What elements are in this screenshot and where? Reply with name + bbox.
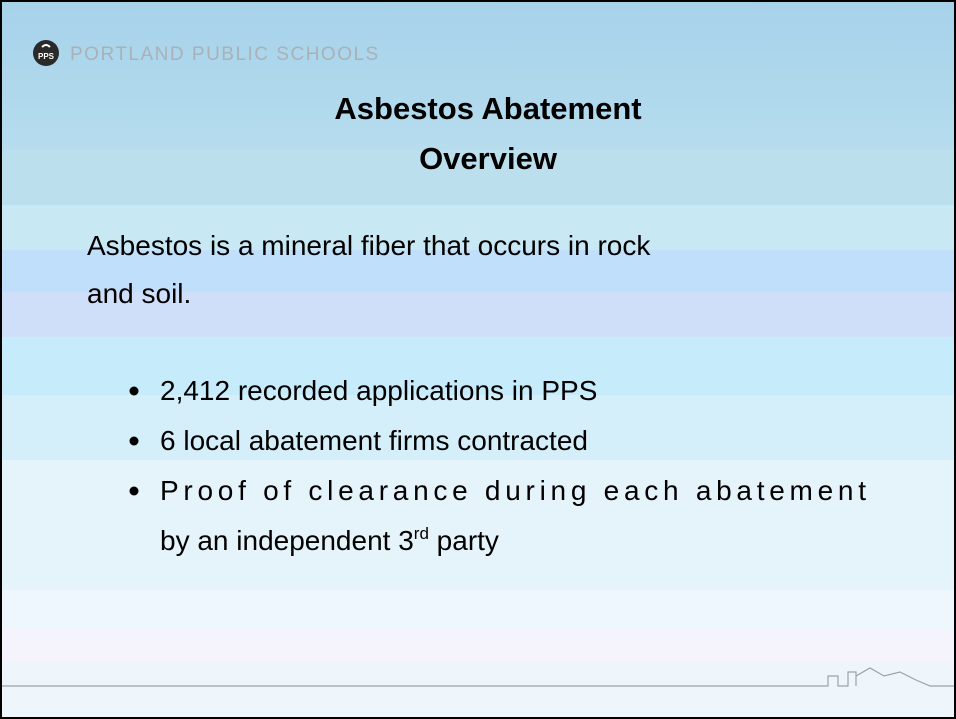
text-run: 2,412 recorded applications in PPS bbox=[160, 375, 597, 406]
text-run: 6 local abatement firms contracted bbox=[160, 425, 588, 456]
bullet-dot bbox=[129, 436, 139, 446]
intro-text: and soil. bbox=[87, 278, 191, 309]
logo: PPS bbox=[33, 40, 59, 66]
bullet-text: Proof of clearance during each abatement bbox=[160, 475, 866, 506]
bullet-dot bbox=[129, 386, 139, 396]
footer-skyline bbox=[0, 667, 956, 687]
bullet-text: by an independent 3rd party bbox=[160, 524, 499, 556]
superscript: rd bbox=[414, 524, 429, 543]
slide-title: Asbestos Abatement bbox=[334, 91, 641, 126]
text-run: party bbox=[429, 525, 499, 556]
svg-text:PPS: PPS bbox=[38, 52, 55, 61]
text-run: by an independent 3 bbox=[160, 525, 414, 556]
bullet-dot bbox=[129, 486, 139, 496]
text-run: Proof of clearance during each abatement bbox=[160, 475, 866, 506]
bullet-text: 2,412 recorded applications in PPS bbox=[160, 375, 597, 406]
intro-text: Asbestos is a mineral fiber that occurs … bbox=[87, 230, 651, 261]
slide-title: Overview bbox=[419, 141, 558, 176]
organization-name: PORTLAND PUBLIC SCHOOLS bbox=[70, 44, 380, 65]
bullet-text: 6 local abatement firms contracted bbox=[160, 425, 588, 456]
